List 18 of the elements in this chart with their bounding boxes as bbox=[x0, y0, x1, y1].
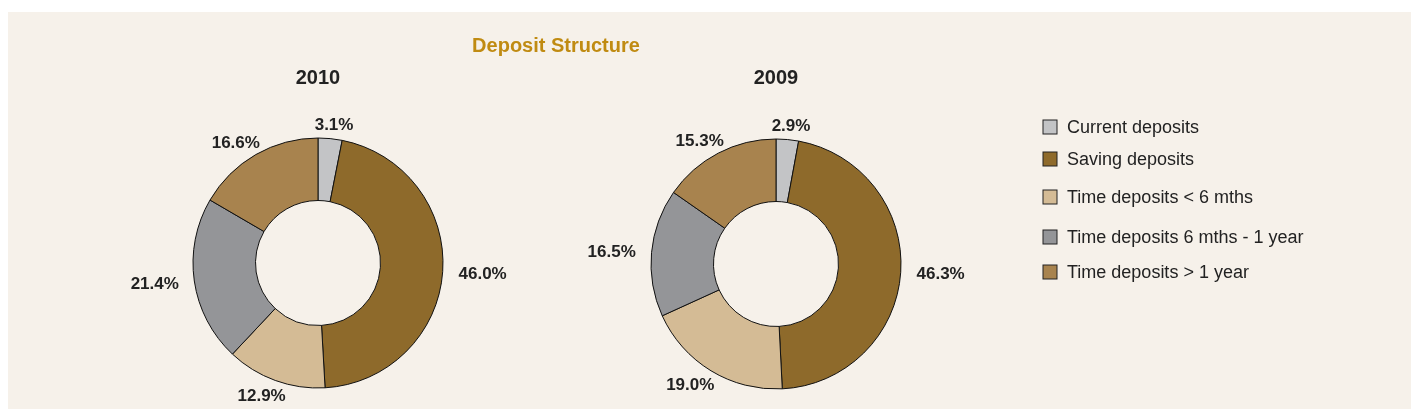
chart-subtitle: 2010 bbox=[295, 66, 341, 88]
legend-label: Time deposits 6 mths - 1 year bbox=[1067, 227, 1304, 248]
data-label: 19.0% bbox=[666, 374, 715, 394]
data-label: 16.6% bbox=[211, 132, 260, 152]
data-label: 21.4% bbox=[130, 274, 179, 294]
data-label: 2.9% bbox=[771, 115, 811, 135]
data-label: 12.9% bbox=[237, 385, 286, 405]
data-label: 46.0% bbox=[458, 263, 507, 283]
legend-label: Saving deposits bbox=[1067, 149, 1195, 170]
legend-label: Current deposits bbox=[1067, 117, 1200, 138]
data-label: 46.3% bbox=[916, 264, 965, 284]
legend-label: Time deposits < 6 mths bbox=[1067, 187, 1253, 208]
chart-title: Deposit Structure bbox=[472, 34, 640, 56]
data-label: 3.1% bbox=[314, 114, 354, 134]
data-label: 16.5% bbox=[587, 242, 636, 262]
chart-title: 2009 bbox=[753, 66, 799, 88]
data-label: 15.3% bbox=[675, 130, 724, 150]
legend-label: Time deposits > 1 year bbox=[1067, 262, 1249, 283]
